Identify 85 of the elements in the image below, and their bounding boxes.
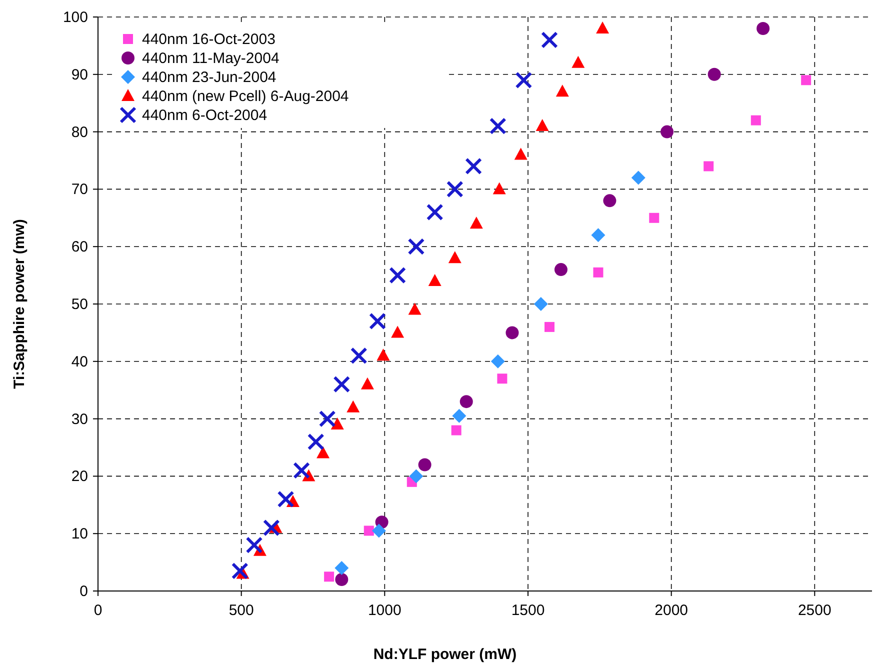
y-tick-label: 20 [71, 468, 88, 486]
point [704, 161, 714, 172]
point [544, 322, 554, 332]
legend-label: 440nm (new Pcell) 6-Aug-2004 [142, 88, 349, 105]
point [660, 125, 674, 138]
point [460, 395, 473, 408]
point [572, 56, 585, 68]
x-tick-label: 1500 [511, 602, 545, 619]
point [277, 490, 294, 508]
point [316, 446, 330, 458]
y-tick-label: 50 [71, 296, 88, 313]
point [534, 297, 548, 311]
point [603, 194, 616, 208]
y-tick-label: 30 [71, 410, 88, 428]
point [541, 31, 558, 48]
point [330, 418, 344, 430]
point [409, 469, 424, 484]
point [490, 354, 505, 368]
point [262, 519, 280, 536]
point [489, 118, 506, 135]
y-tick-label: 40 [71, 353, 88, 370]
point [318, 410, 336, 428]
point [408, 302, 422, 315]
point [801, 75, 812, 86]
point [334, 561, 349, 576]
point [426, 204, 444, 221]
point [418, 458, 432, 472]
point [554, 263, 568, 276]
point [389, 266, 406, 284]
point [631, 170, 646, 185]
y-tick-label: 80 [71, 124, 88, 141]
x-tick-label: 2500 [798, 602, 832, 619]
point [360, 377, 374, 390]
x-axis-title: Nd:YLF power (mW) [373, 646, 517, 663]
legend-label: 440nm 23-Jun-2004 [142, 69, 276, 86]
point [465, 158, 482, 175]
point [514, 148, 528, 160]
point [428, 274, 442, 286]
point [293, 462, 310, 479]
point [246, 536, 263, 554]
x-tick-label: 2000 [654, 602, 688, 619]
point [591, 228, 606, 242]
point [536, 119, 549, 132]
point [372, 524, 386, 538]
point [756, 22, 770, 35]
legend-label: 440nm 6-Oct-2004 [142, 107, 268, 124]
point [556, 84, 569, 97]
y-tick-label: 10 [71, 526, 88, 543]
point [307, 433, 324, 450]
point [408, 238, 425, 256]
x-tick-label: 1000 [368, 602, 402, 619]
point [506, 326, 519, 340]
y-tick-label: 90 [71, 66, 88, 84]
y-tick-label: 100 [62, 9, 88, 26]
point [750, 115, 761, 126]
point [333, 376, 350, 393]
point [350, 347, 368, 364]
point [470, 216, 483, 229]
point [364, 526, 374, 536]
point [452, 408, 466, 423]
point [335, 573, 348, 586]
point [451, 425, 462, 436]
point [231, 562, 248, 580]
point [497, 374, 508, 384]
x-tick-label: 500 [228, 602, 254, 619]
point [446, 180, 464, 198]
point [649, 212, 660, 223]
y-tick-label: 70 [71, 181, 88, 198]
point [324, 572, 334, 582]
point [448, 251, 462, 264]
point [376, 348, 390, 361]
point [593, 267, 604, 278]
y-tick-label: 60 [71, 238, 88, 256]
point [596, 21, 610, 34]
legend-label: 440nm 16-Oct-2003 [142, 31, 276, 48]
legend-label: 440nm 11-May-2004 [142, 50, 280, 67]
y-axis-title: Ti:Sapphire power (mw) [11, 219, 28, 389]
point [346, 400, 360, 412]
point [492, 182, 506, 194]
point [391, 326, 404, 338]
y-tick-label: 0 [80, 583, 88, 600]
point [369, 312, 386, 330]
x-tick-label: 0 [94, 602, 102, 619]
point [708, 68, 721, 81]
point [515, 72, 532, 89]
